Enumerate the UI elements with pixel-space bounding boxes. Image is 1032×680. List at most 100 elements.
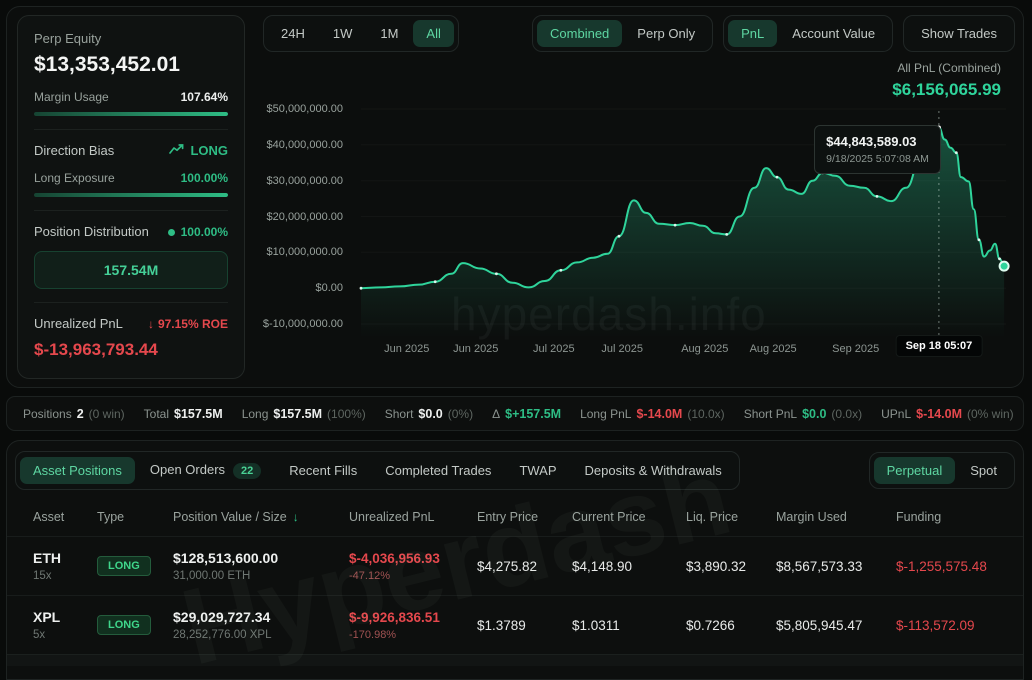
summary-label: Short PnL [743, 406, 798, 421]
tab-asset-positions[interactable]: Asset Positions [20, 457, 135, 484]
x-axis-tick: Jun 2025 [453, 343, 499, 355]
position-distribution-value: 100.00% [180, 224, 228, 239]
unrealized-pnl-pct: -170.98% [349, 628, 397, 641]
position-value: $128,513,600.00 [173, 550, 279, 566]
pnl-chart-svg[interactable] [351, 97, 1011, 361]
col-type: Type [97, 510, 125, 524]
table-row[interactable]: XPL 5x LONG $29,029,727.34 28,252,776.00 X… [7, 595, 1023, 654]
summary-label: Positions [23, 406, 72, 421]
asset-leverage: 5x [33, 629, 46, 641]
summary-suffix: (0% win) [966, 406, 1014, 421]
positions-summary-item: Long $157.5M (100%) [242, 407, 366, 421]
view-perp-only-button[interactable]: Perp Only [624, 20, 708, 47]
position-distribution-label: Position Distribution [34, 224, 149, 239]
market-spot-button[interactable]: Spot [957, 457, 1010, 484]
unrealized-pnl: $-4,036,956.93 [349, 550, 440, 566]
positions-summary-item: Short $0.0 (0%) [385, 407, 473, 421]
market-perpetual-button[interactable]: Perpetual [873, 457, 956, 484]
table-row[interactable]: ETH 15x LONG $128,513,600.00 31,000.00 ETH… [7, 536, 1023, 595]
chart-tooltip: $44,843,589.03 9/18/2025 5:07:08 AM [814, 125, 941, 174]
long-badge: LONG [97, 615, 151, 635]
range-24h-button[interactable]: 24H [268, 20, 318, 47]
tooltip-value: $44,843,589.03 [826, 134, 917, 149]
range-1m-button[interactable]: 1M [367, 20, 411, 47]
tab-open-orders[interactable]: Open Orders 22 [137, 456, 274, 485]
summary-value: $-14.0M [916, 406, 962, 421]
y-axis-tick: $-10,000,000.00 [262, 318, 343, 330]
divider [34, 302, 228, 303]
market-mode-group: Perpetual Spot [868, 452, 1015, 489]
show-trades-group: Show Trades [903, 15, 1015, 52]
tab-recent-fills[interactable]: Recent Fills [276, 457, 370, 484]
summary-label: Long [241, 406, 269, 421]
positions-summary-item: Δ $+157.5M [492, 407, 561, 421]
margin-used: $5,805,945.47 [776, 617, 863, 633]
col-liq-price: Liq. Price [686, 510, 739, 524]
crosshair-date-label: Sep 18 05:07 [895, 335, 983, 357]
view-combined-button[interactable]: Combined [537, 20, 623, 47]
y-axis-tick: $30,000,000.00 [266, 174, 343, 187]
entry-price: $1.3789 [477, 617, 526, 633]
arrow-down-icon: ↓ [147, 316, 154, 331]
portfolio-overview-card: Perp Equity $13,353,452.01 Margin Usage … [6, 6, 1024, 388]
roe-wrap: ↓ 97.15% ROE [148, 317, 228, 331]
roe-value: 97.15% ROE [157, 316, 228, 331]
range-all-button[interactable]: All [413, 20, 454, 47]
summary-value: $157.5M [174, 406, 223, 421]
x-axis-tick: Sep 2025 [832, 343, 880, 355]
direction-bias-value-wrap: LONG [169, 143, 228, 158]
green-dot-icon [167, 228, 175, 236]
y-axis-tick: $0.00 [315, 282, 343, 295]
long-exposure-value: 100.00% [180, 171, 228, 185]
tab-completed-trades[interactable]: Completed Trades [372, 457, 504, 484]
summary-suffix: (10.0x) [687, 406, 725, 421]
col-asset: Asset [33, 510, 65, 524]
tab-twap[interactable]: TWAP [506, 457, 569, 484]
margin-usage-value: 107.64% [180, 90, 228, 104]
y-axis-tick: $10,000,000.00 [266, 246, 343, 259]
pnl-chart: hyperdash.info $44,843,589.03 9/18/2025 … [251, 97, 1023, 385]
tab-open-orders-label: Open Orders [149, 462, 226, 477]
summary-value: $0.0 [418, 406, 443, 421]
positions-summary-item: Short PnL $0.0 (0.0x) [744, 407, 862, 421]
summary-value: $157.5M [273, 406, 323, 421]
position-size: 28,252,776.00 XPL [173, 629, 272, 641]
col-position-value[interactable]: Position Value / Size ↓ [173, 510, 349, 524]
direction-bias-value: LONG [190, 143, 228, 158]
position-distribution-amount[interactable]: 157.54M [34, 251, 228, 289]
account-stats-sidebar: Perp Equity $13,353,452.01 Margin Usage … [17, 15, 245, 379]
divider [34, 210, 228, 211]
unrealized-pnl: $-9,926,836.51 [349, 609, 440, 625]
perp-equity-label: Perp Equity [34, 31, 102, 46]
liq-price: $0.7266 [686, 617, 735, 633]
positions-summary-item: Positions 2 (0 win) [23, 407, 125, 421]
funding: $-1,255,575.48 [896, 558, 987, 574]
metric-account-value-button[interactable]: Account Value [779, 20, 888, 47]
sort-desc-icon[interactable]: ↓ [292, 510, 299, 524]
direction-bias-label: Direction Bias [34, 143, 115, 158]
asset-symbol: ETH [33, 550, 61, 566]
chart-toolbar: 24H 1W 1M All Combined Perp Only PnL Acc… [263, 15, 1015, 52]
show-trades-button[interactable]: Show Trades [908, 20, 1010, 47]
positions-tabs-group: Asset Positions Open Orders 22 Recent Fil… [15, 451, 740, 490]
perp-equity-value: $13,353,452.01 [34, 53, 180, 76]
x-axis-tick: Jun 2025 [384, 343, 430, 355]
positions-summary-item: Long PnL $-14.0M (10.0x) [580, 407, 725, 421]
view-mode-group: Combined Perp Only [532, 15, 714, 52]
positions-panel: Hyperdash Asset Positions Open Orders22 … [6, 440, 1024, 680]
tab-deposits-withdrawals[interactable]: Deposits & Withdrawals [572, 457, 735, 484]
summary-value: 2 [76, 406, 84, 421]
metric-pnl-button[interactable]: PnL [728, 20, 778, 47]
y-axis-tick: $40,000,000.00 [266, 138, 343, 151]
summary-label: Total [143, 406, 170, 421]
chart-current-value: $6,156,065.99 [892, 80, 1001, 99]
long-exposure-label: Long Exposure [34, 171, 115, 185]
asset-symbol: XPL [33, 609, 61, 625]
range-1w-button[interactable]: 1W [320, 20, 366, 47]
summary-value: $0.0 [802, 406, 827, 421]
long-badge: LONG [97, 556, 151, 576]
metric-group: PnL Account Value [723, 15, 894, 52]
x-axis-tick: Jul 2025 [601, 343, 644, 355]
time-range-group: 24H 1W 1M All [263, 15, 459, 52]
current-price: $4,148.90 [572, 558, 633, 574]
